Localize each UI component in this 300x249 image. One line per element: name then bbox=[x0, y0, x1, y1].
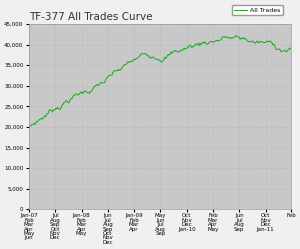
All Trades bbox=[234, 34, 238, 37]
All Trades bbox=[183, 48, 187, 51]
Text: TF-377 All Trades Curve: TF-377 All Trades Curve bbox=[29, 12, 152, 22]
All Trades bbox=[28, 125, 31, 128]
All Trades bbox=[266, 40, 269, 43]
All Trades bbox=[249, 40, 253, 43]
All Trades bbox=[188, 44, 191, 47]
All Trades bbox=[289, 47, 293, 50]
Legend: All Trades: All Trades bbox=[232, 5, 283, 15]
All Trades bbox=[182, 47, 186, 50]
Line: All Trades: All Trades bbox=[29, 36, 291, 127]
All Trades bbox=[27, 125, 31, 128]
